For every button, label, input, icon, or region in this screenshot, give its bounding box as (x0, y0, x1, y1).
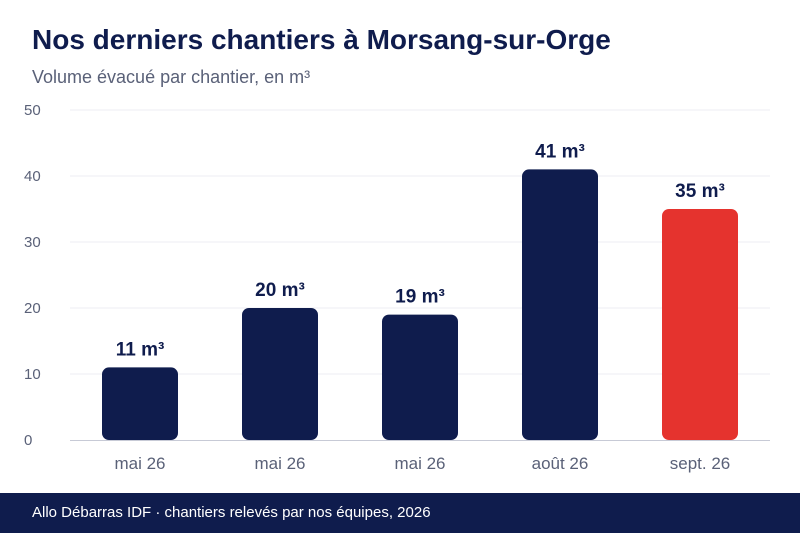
footer-source-text: Allo Débarras IDF · chantiers relevés pa… (32, 504, 431, 521)
bar (522, 169, 598, 440)
bar-value-label: 41 m³ (535, 141, 585, 162)
x-tick-label: août 26 (532, 454, 589, 473)
chart-subtitle: Volume évacué par chantier, en m³ (32, 67, 311, 87)
y-tick-label: 10 (24, 366, 41, 383)
x-tick-label: mai 26 (254, 454, 305, 473)
bar-value-label: 35 m³ (675, 181, 725, 202)
x-tick-label: mai 26 (394, 454, 445, 473)
bar-value-label: 20 m³ (255, 280, 305, 301)
chart-title: Nos derniers chantiers à Morsang-sur-Org… (32, 24, 611, 55)
bar (102, 367, 178, 440)
bar (242, 308, 318, 440)
bar-value-label: 11 m³ (116, 339, 165, 360)
bar-value-label: 19 m³ (395, 287, 445, 308)
x-tick-label: sept. 26 (670, 454, 731, 473)
y-tick-label: 50 (24, 102, 41, 119)
y-tick-label: 40 (24, 168, 41, 185)
bar (382, 314, 458, 440)
x-tick-label: mai 26 (114, 454, 165, 473)
footer-bar: Allo Débarras IDF · chantiers relevés pa… (0, 493, 800, 533)
bar-chart: 0 10 20 30 40 50 11 m³ mai 26 20 m³ mai 26 19 m³ ma… (24, 102, 770, 473)
y-tick-label: 30 (24, 234, 41, 251)
bar (662, 209, 738, 440)
y-tick-label: 0 (24, 432, 32, 449)
y-tick-label: 20 (24, 300, 41, 317)
